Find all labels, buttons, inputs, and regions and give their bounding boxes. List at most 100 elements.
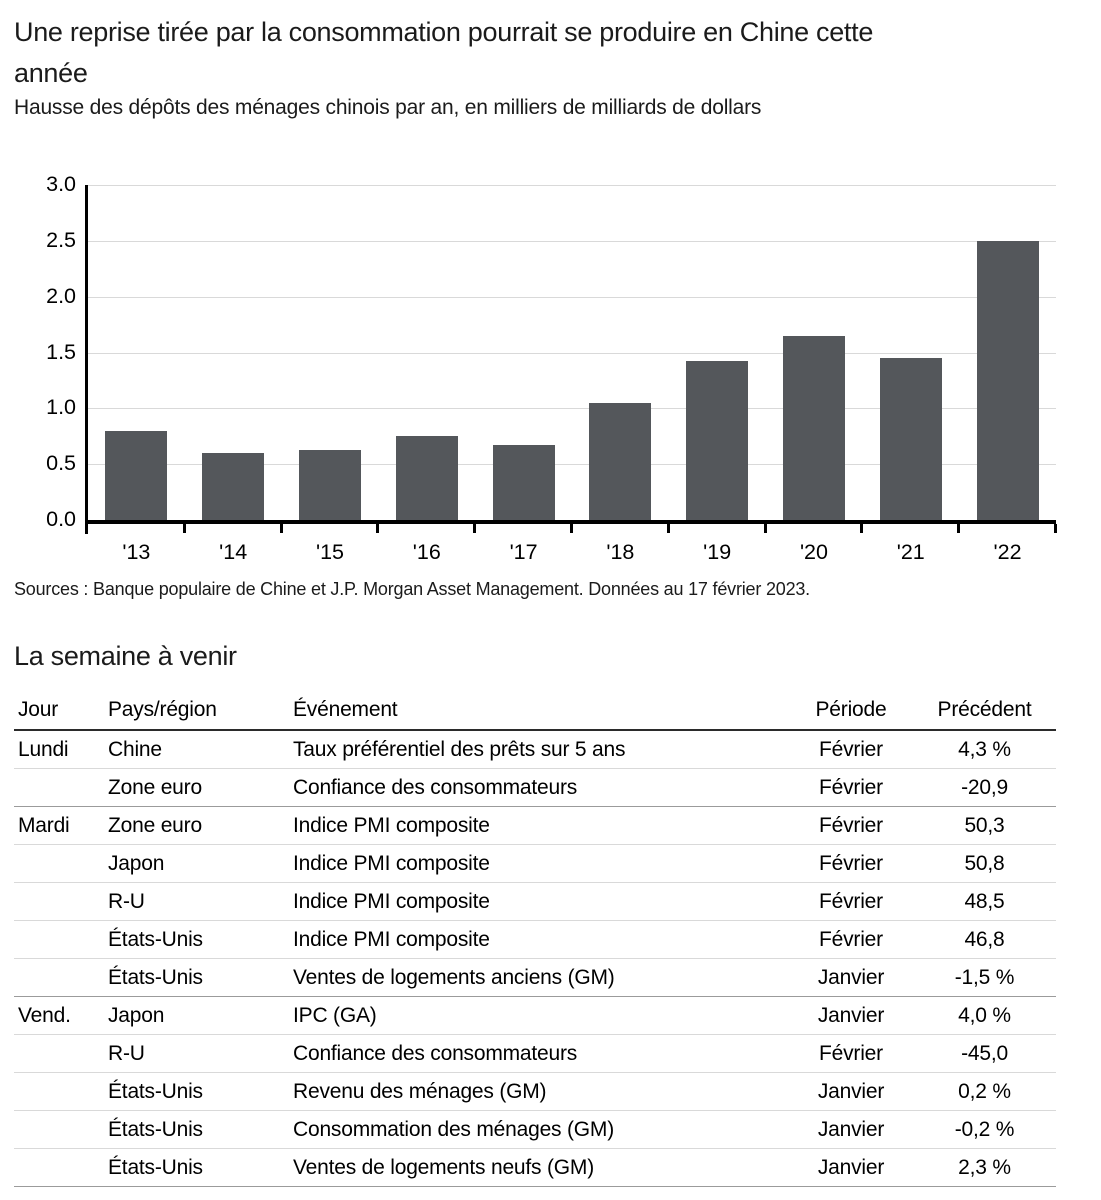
x-axis-tick-label: '16 (412, 540, 441, 564)
x-axis-line (85, 520, 1056, 524)
bar-18 (589, 403, 652, 520)
y-axis-tick-label: 2.5 (46, 227, 76, 252)
cell-day (14, 844, 104, 883)
x-axis-labels: '13 '14 '15 '16 '17 '18 '19 '20 '21 '22 (88, 540, 1056, 565)
cell-period: Janvier (789, 1072, 913, 1111)
cell-previous: -45,0 (913, 1034, 1056, 1073)
cell-event: Revenu des ménages (GM) (289, 1072, 789, 1111)
bar-15 (299, 450, 361, 520)
cell-event: Indice PMI composite (289, 882, 789, 921)
table-row: R-U Confiance des consommateurs Février -45… (14, 1034, 1056, 1073)
y-axis-tick-label: 1.5 (46, 339, 76, 364)
cell-period: Février (789, 730, 913, 769)
x-axis-tick-label: '22 (993, 540, 1022, 564)
x-axis-tick (279, 524, 283, 533)
table-row: États-Unis Ventes de logements anciens (G… (14, 958, 1056, 997)
cell-region: États-Unis (104, 1148, 289, 1187)
cell-region: Japon (104, 844, 289, 883)
table-row: Japon Indice PMI composite Février 50,8 (14, 844, 1056, 883)
bar-14 (202, 453, 265, 520)
bar-20 (783, 336, 845, 520)
bar-chart: 0.0 0.5 1.0 1.5 2.0 2.5 3.0 '13 '14 '15 '16 '17 '18… (14, 172, 1084, 585)
cell-day (14, 920, 104, 959)
chart-subtitle: Hausse des dépôts des ménages chinois pa… (14, 96, 762, 119)
x-axis-tick-label: '14 (219, 540, 248, 564)
y-axis-tick-label: 0.5 (46, 451, 76, 476)
bar-19 (686, 361, 749, 520)
table-header-row: Jour Pays/région Événement Période Précé… (14, 696, 1056, 731)
gridline (88, 185, 1056, 186)
y-axis-line (85, 185, 88, 534)
cell-region: États-Unis (104, 958, 289, 997)
cell-day (14, 768, 104, 807)
cell-event: Indice PMI composite (289, 806, 789, 845)
cell-day (14, 1072, 104, 1111)
cell-region: Zone euro (104, 768, 289, 807)
page-title: Une reprise tirée par la consommation po… (14, 12, 1024, 94)
cell-previous: -1,5 % (913, 958, 1056, 997)
x-axis-tick-label: '20 (799, 540, 828, 564)
cell-day: Vend. (14, 996, 104, 1035)
bar-13 (105, 431, 168, 520)
x-axis-tick (763, 524, 767, 533)
cell-day: Lundi (14, 730, 104, 769)
cell-period: Février (789, 768, 913, 807)
x-axis-tick-label: '17 (509, 540, 538, 564)
cell-region: États-Unis (104, 920, 289, 959)
cell-period: Janvier (789, 958, 913, 997)
cell-period: Février (789, 844, 913, 883)
gridline (88, 408, 1056, 410)
col-header-previous: Précédent (913, 696, 1056, 731)
x-axis-tick-label: '15 (315, 540, 344, 564)
cell-region: Japon (104, 996, 289, 1035)
col-header-event: Événement (289, 696, 789, 731)
cell-previous: 50,3 (913, 806, 1056, 845)
table-row: Mardi Zone euro Indice PMI composite Févrie… (14, 806, 1056, 845)
cell-region: R-U (104, 882, 289, 921)
bar-21 (879, 358, 942, 520)
table-row: Vend. Japon IPC (GA) Janvier 4,0 % (14, 996, 1056, 1035)
cell-previous: 50,8 (913, 844, 1056, 883)
bar-chart-plot (85, 185, 1057, 534)
x-axis-tick (570, 524, 573, 533)
x-axis-tick (957, 524, 961, 533)
table-row: États-Unis Revenu des ménages (GM) Janvier… (14, 1072, 1056, 1111)
cell-day: Mardi (14, 806, 104, 845)
x-axis-tick-label: '13 (122, 540, 151, 564)
cell-previous: 0,2 % (913, 1072, 1056, 1111)
cell-previous: 4,0 % (913, 996, 1056, 1035)
x-axis-tick-label: '21 (896, 540, 925, 564)
y-axis-tick-label: 1.0 (46, 395, 76, 420)
cell-region: États-Unis (104, 1110, 289, 1149)
y-axis-tick-label: 3.0 (46, 172, 76, 196)
col-header-period: Période (789, 696, 913, 731)
week-section-title: La semaine à venir (14, 641, 237, 671)
cell-day (14, 882, 104, 921)
table-row: Zone euro Confiance des consommateurs Févr… (14, 768, 1056, 807)
cell-day (14, 1034, 104, 1073)
cell-event: IPC (GA) (289, 996, 789, 1035)
cell-event: Ventes de logements neufs (GM) (289, 1148, 789, 1187)
col-header-day: Jour (14, 696, 104, 731)
col-header-region: Pays/région (104, 696, 289, 731)
x-axis-tick-label: '19 (703, 540, 732, 564)
bar-16 (395, 436, 458, 520)
cell-region: États-Unis (104, 1072, 289, 1111)
week-table: Jour Pays/région Événement Période Précé… (14, 696, 1056, 1187)
x-axis-tick (860, 524, 864, 533)
cell-day (14, 1148, 104, 1187)
x-axis-tick (376, 524, 380, 533)
cell-previous: 2,3 % (913, 1148, 1056, 1187)
cell-event: Taux préférentiel des prêts sur 5 ans (289, 730, 789, 769)
x-axis-tick (473, 524, 477, 533)
cell-period: Janvier (789, 996, 913, 1035)
gridline (88, 296, 1056, 298)
page-title-line1: Une reprise tirée par la consommation po… (14, 17, 874, 47)
cell-period: Février (789, 806, 913, 845)
page-title-line2: année (14, 58, 88, 88)
table-row: R-U Indice PMI composite Février 48,5 (14, 882, 1056, 921)
x-axis-tick (666, 524, 670, 533)
gridline (88, 240, 1056, 242)
cell-day (14, 1110, 104, 1149)
